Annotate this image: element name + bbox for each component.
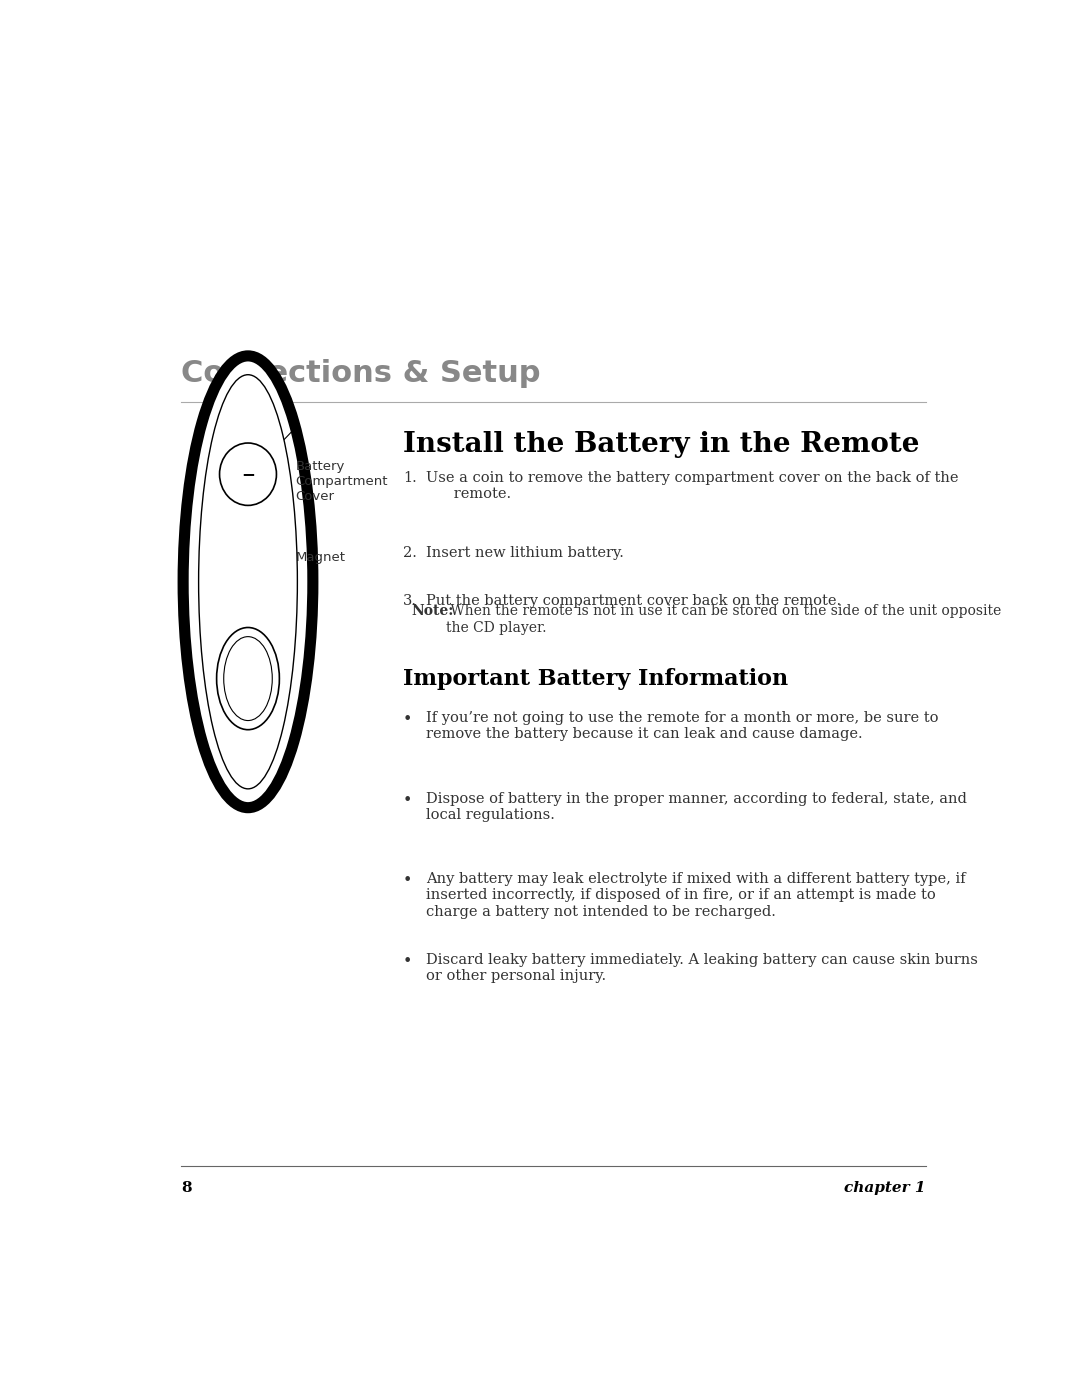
Text: •: •	[403, 711, 413, 728]
Text: Battery
Compartment
Cover: Battery Compartment Cover	[296, 460, 388, 503]
Text: Insert new lithium battery.: Insert new lithium battery.	[427, 546, 624, 560]
Text: Magnet: Magnet	[296, 550, 346, 563]
Text: chapter 1: chapter 1	[845, 1180, 926, 1194]
Ellipse shape	[219, 443, 276, 506]
Text: Any battery may leak electrolyte if mixed with a different battery type, if
inse: Any battery may leak electrolyte if mixe…	[427, 872, 966, 919]
Text: •: •	[403, 953, 413, 970]
Text: Connections & Setup: Connections & Setup	[181, 359, 540, 388]
Text: Put the battery compartment cover back on the remote.: Put the battery compartment cover back o…	[427, 594, 841, 609]
Text: Use a coin to remove the battery compartment cover on the back of the
      remo: Use a coin to remove the battery compart…	[427, 471, 959, 502]
Text: •: •	[403, 792, 413, 809]
Text: −: −	[241, 465, 255, 483]
Text: 3.: 3.	[403, 594, 417, 609]
Text: Dispose of battery in the proper manner, according to federal, state, and
local : Dispose of battery in the proper manner,…	[427, 792, 968, 821]
Ellipse shape	[199, 374, 297, 789]
Text: If you’re not going to use the remote for a month or more, be sure to
remove the: If you’re not going to use the remote fo…	[427, 711, 939, 740]
Ellipse shape	[217, 627, 280, 729]
Text: When the remote is not in use it can be stored on the side of the unit opposite
: When the remote is not in use it can be …	[446, 605, 1001, 634]
Text: Note:: Note:	[411, 605, 454, 619]
Text: 2.: 2.	[403, 546, 417, 560]
Text: 1.: 1.	[403, 471, 417, 485]
Ellipse shape	[184, 356, 313, 807]
Text: •: •	[403, 872, 413, 890]
Text: Important Battery Information: Important Battery Information	[403, 668, 788, 690]
Text: Install the Battery in the Remote: Install the Battery in the Remote	[403, 432, 919, 458]
Ellipse shape	[224, 637, 272, 721]
Text: 8: 8	[181, 1180, 191, 1194]
Text: Discard leaky battery immediately. A leaking battery can cause skin burns
or oth: Discard leaky battery immediately. A lea…	[427, 953, 978, 983]
